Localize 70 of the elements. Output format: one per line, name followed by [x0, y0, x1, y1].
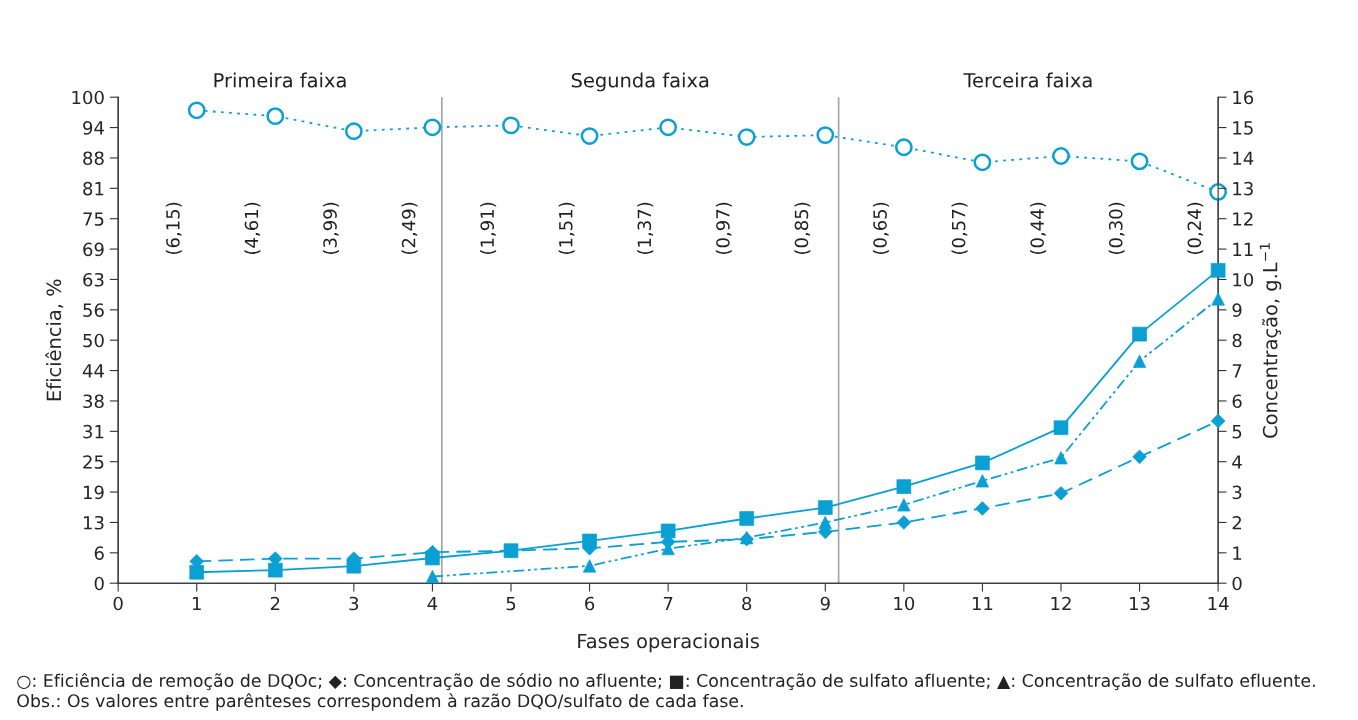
- annotation: (1,37): [637, 202, 654, 255]
- y2-tick-label: 16: [1233, 90, 1254, 105]
- annotation: (0,24): [1187, 202, 1204, 255]
- annotation: (0,65): [872, 202, 889, 255]
- y2-tick-label: 6: [1232, 394, 1242, 409]
- y-tick-label: 75: [83, 212, 104, 226]
- y-tick-label: 100: [72, 90, 104, 105]
- y2-tick-label: 14: [1233, 151, 1254, 165]
- y2-tick-label: 11: [1233, 242, 1253, 256]
- x-tick-label: 14: [1208, 596, 1229, 611]
- y2-tick-label: 10: [1233, 272, 1254, 287]
- y-tick-label: 50: [83, 333, 104, 348]
- annotation: (6,15): [165, 202, 182, 255]
- text: Segunda faixa: [571, 72, 709, 92]
- annotation: (0,30): [1108, 202, 1125, 255]
- y2-tick-label: 2: [1232, 515, 1241, 530]
- y2-tick-label: 12: [1233, 212, 1253, 226]
- y-tick-label: 69: [83, 242, 104, 257]
- text: ○: Eficiência de remoção de DQOc; ◆: Concentração de sódio no afluente; ■: Concentração de sulfato afluente; ▲: Concentração de sulfato efluente. Obs.: Os valores entre parênteses correspondem à razão DQO/sulfato de cada fase.: [17, 672, 1315, 711]
- text: Primeira faixa: [214, 72, 346, 88]
- y-tick-label: 19: [83, 485, 104, 500]
- y2-tick-label: 4: [1232, 455, 1242, 469]
- x-tick-label: 3: [349, 596, 359, 611]
- y-tick-label: 81: [83, 181, 104, 196]
- y2-tick-label: 8: [1232, 333, 1242, 348]
- y-tick-label: 31: [83, 424, 104, 439]
- y2-tick-label: 13: [1233, 181, 1253, 196]
- text: Terceira faixa: [963, 72, 1092, 88]
- x-tick-label: 10: [894, 596, 915, 611]
- x-tick-label: 11: [972, 596, 993, 611]
- y2-tick-label: 15: [1233, 121, 1253, 135]
- x-tick-label: 2: [270, 596, 280, 611]
- annotation: (0,57): [951, 202, 968, 255]
- x-tick-label: 12: [1051, 596, 1071, 611]
- x-tick-label: 1: [192, 596, 201, 611]
- x-tick-label: 6: [585, 596, 595, 611]
- x-tick-label: 8: [742, 596, 752, 611]
- y-tick-label: 25: [83, 455, 104, 469]
- y-tick-label: 6: [94, 546, 104, 560]
- annotation: (0,97): [715, 202, 732, 255]
- annotation: (2,49): [401, 202, 418, 255]
- x-tick-label: 13: [1130, 596, 1150, 611]
- x-tick-label: 4: [427, 596, 438, 611]
- y-tick-label: 56: [83, 303, 104, 317]
- y-tick-label: 0: [94, 576, 104, 591]
- x-axis-title: Fases operacionais: [578, 633, 759, 653]
- y-axis-title: Eficiência, %: [45, 279, 64, 401]
- x-tick-label: 0: [113, 596, 123, 611]
- y2-tick-label: 5: [1232, 425, 1242, 439]
- y-tick-label: 13: [83, 515, 104, 530]
- annotation: (0,44): [1030, 202, 1047, 255]
- y2-tick-label: 7: [1232, 364, 1242, 378]
- annotation: (1,51): [558, 202, 575, 255]
- y2-tick-label: 3: [1232, 485, 1242, 500]
- x-tick-label: 7: [663, 596, 673, 611]
- y2-tick-label: 9: [1232, 303, 1242, 317]
- annotation: (0,85): [794, 202, 811, 255]
- y-tick-label: 63: [83, 272, 104, 287]
- annotation: (1,91): [480, 202, 497, 255]
- y2-tick-label: 0: [1232, 576, 1242, 591]
- y2-axis-title: Concentração, g.L$^{−1}$: [1259, 243, 1282, 438]
- y-tick-label: 44: [82, 364, 104, 378]
- annotation: (4,61): [244, 202, 261, 255]
- annotation: (3,99): [322, 202, 339, 255]
- y-tick-label: 88: [83, 151, 104, 166]
- x-tick-label: 5: [506, 596, 516, 611]
- y-tick-label: 38: [83, 394, 104, 409]
- y-tick-label: 94: [83, 121, 104, 135]
- y2-tick-label: 1: [1233, 546, 1242, 560]
- x-tick-label: 9: [820, 596, 830, 611]
